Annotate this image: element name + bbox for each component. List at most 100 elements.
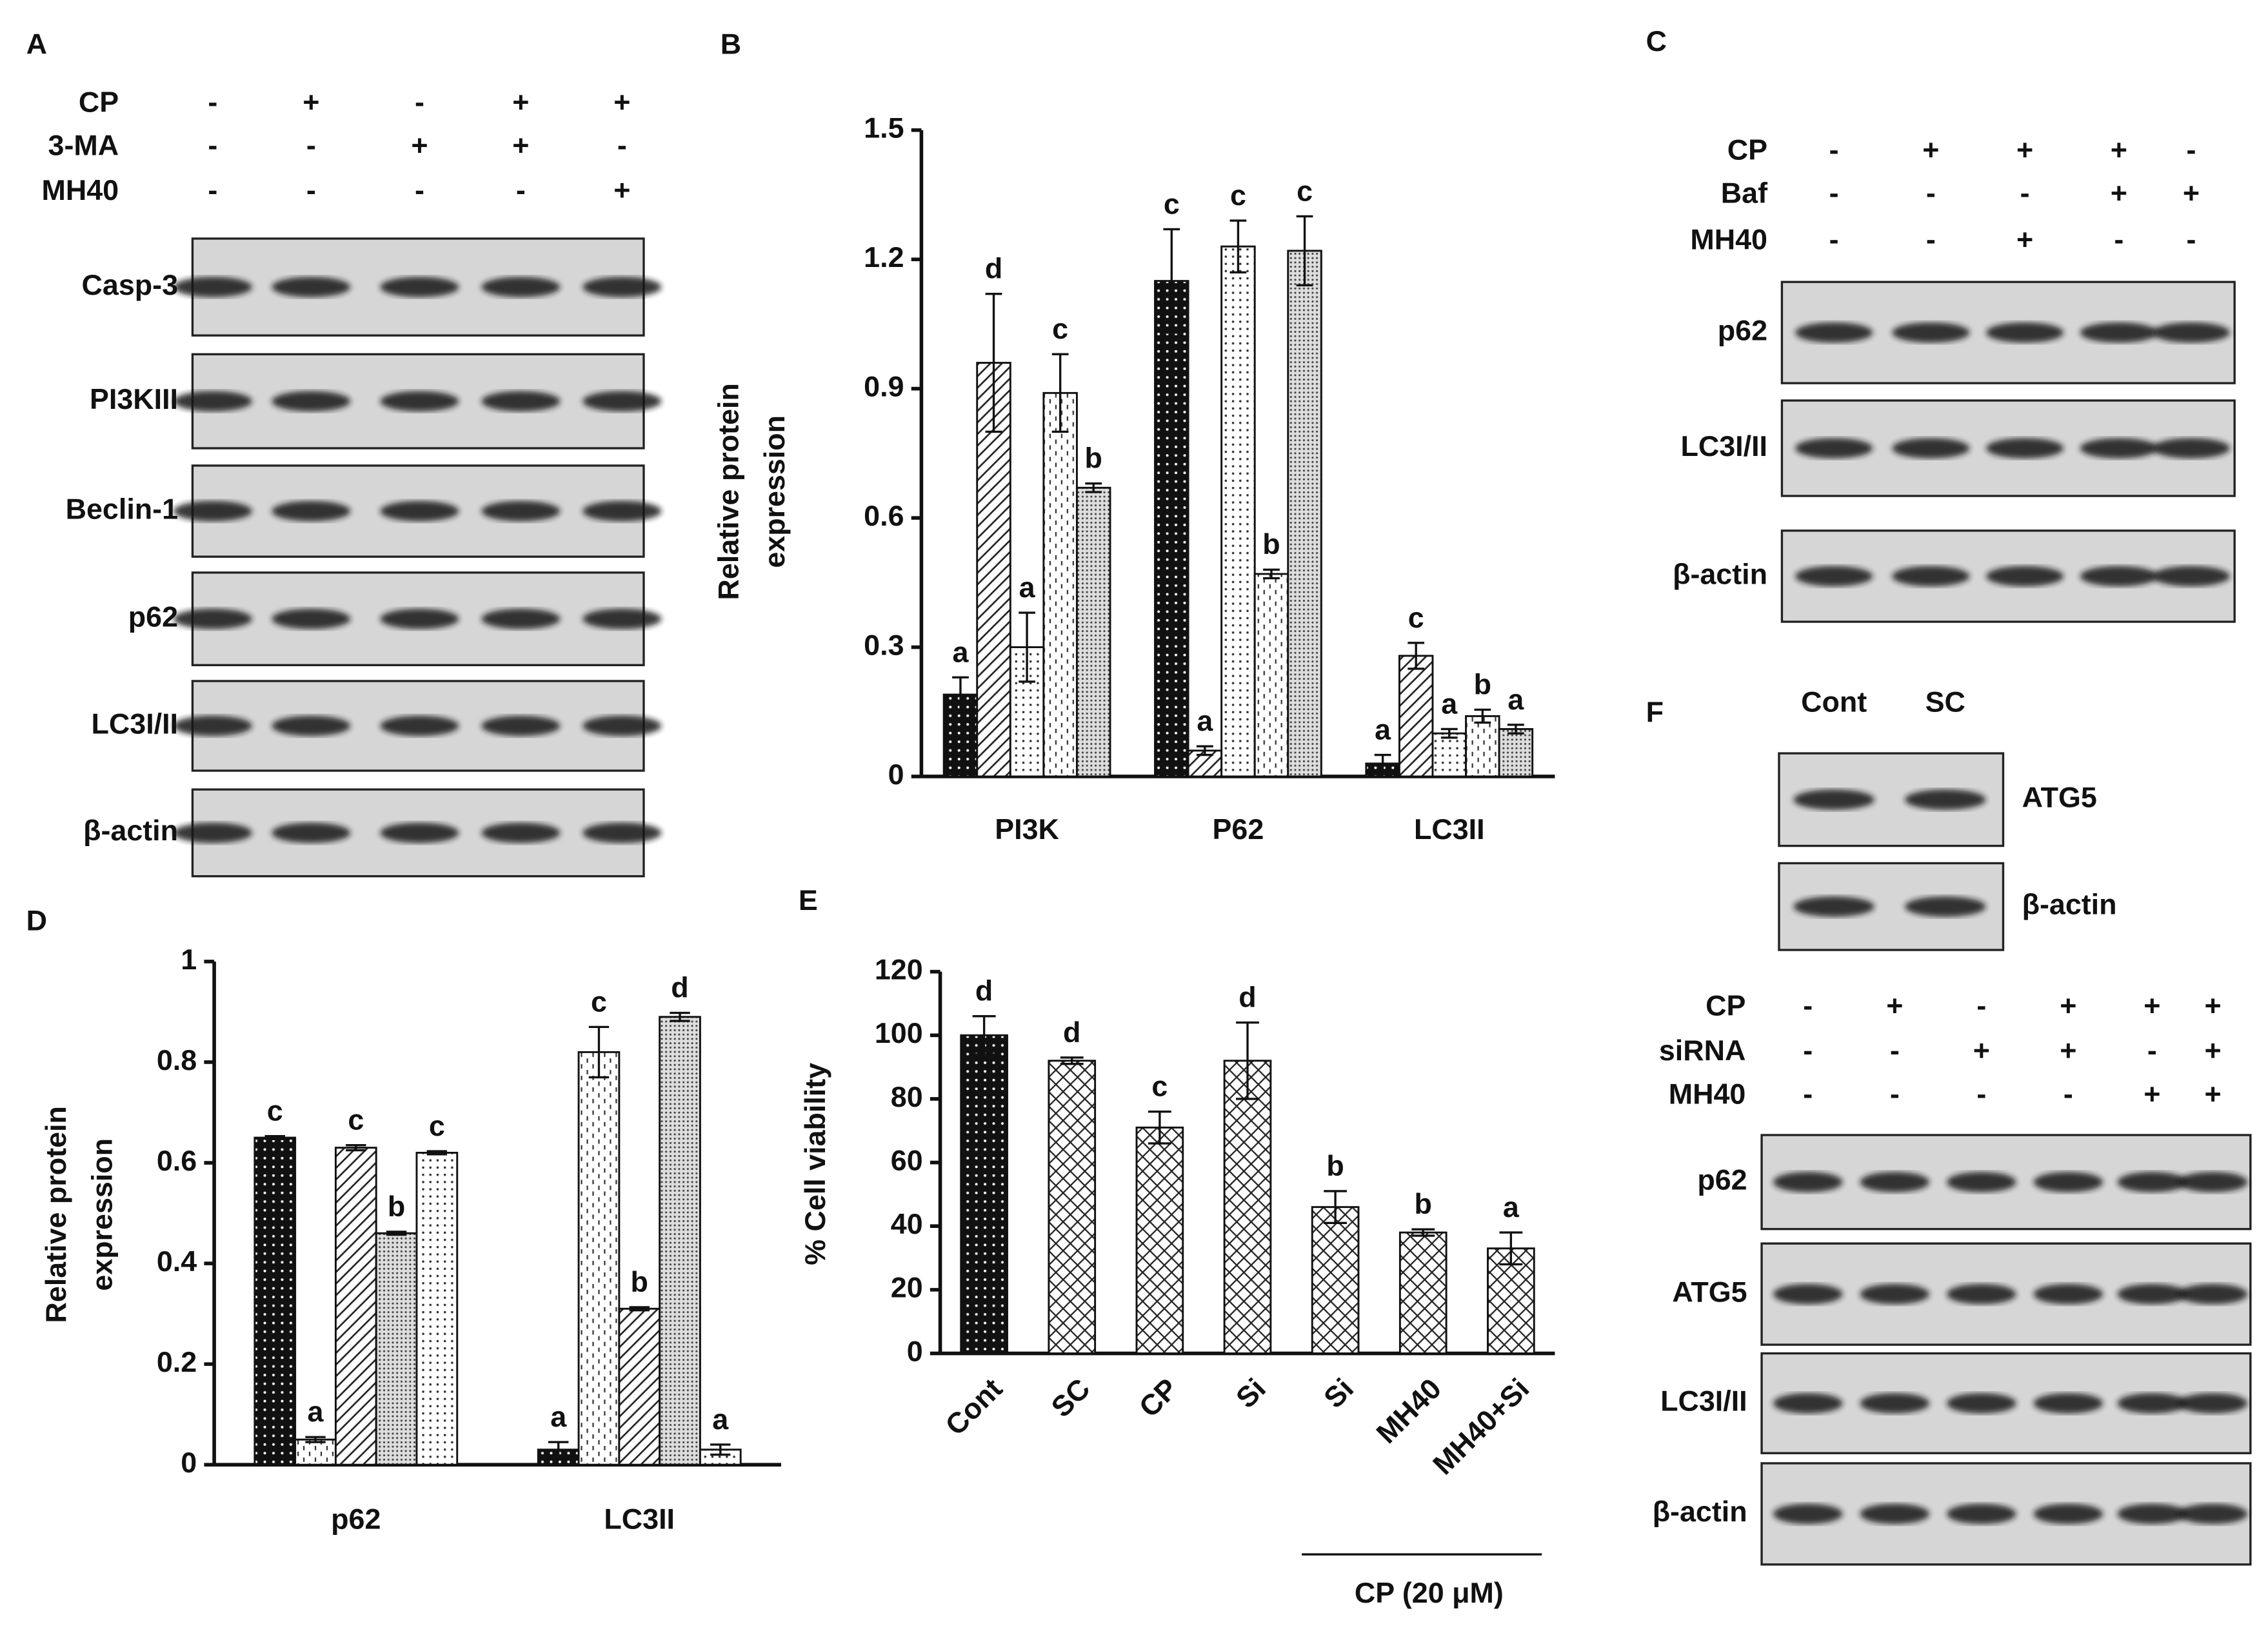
y-tick-label: 0 (907, 1334, 923, 1367)
panel-letter: E (799, 884, 818, 916)
condition-sign: + (411, 129, 428, 162)
error-bar (710, 1443, 731, 1456)
error-bar (1499, 1231, 1523, 1266)
band-label: LC3I/II (1660, 1385, 1747, 1418)
blot-band (2178, 1393, 2248, 1414)
blot-band (380, 277, 459, 297)
bar (1287, 250, 1322, 778)
significance-label: d (1238, 981, 1256, 1014)
condition-sign: - (617, 129, 627, 162)
condition-sign: + (2144, 1077, 2160, 1110)
x-tick-label: P62 (1213, 813, 1264, 845)
y-tick-label: 60 (891, 1143, 923, 1176)
blot-band (272, 500, 351, 522)
condition-sign: + (2060, 1034, 2076, 1067)
condition-sign: - (2020, 177, 2030, 210)
blot-band (2033, 1393, 2104, 1414)
bar (1135, 1126, 1184, 1354)
y-tick-label: 0.3 (864, 628, 904, 661)
x-tick-label: Si (1317, 1372, 1360, 1414)
bar (1465, 715, 1500, 778)
blot-band (582, 822, 662, 844)
band-label: β-actin (1653, 1495, 1747, 1528)
blot-band (1795, 438, 1873, 459)
significance-label: c (1151, 1070, 1168, 1103)
y-tick-label: 0.6 (157, 1144, 197, 1177)
y-tick-label: 20 (891, 1271, 923, 1304)
blot-band (272, 822, 351, 844)
bar (1398, 655, 1434, 778)
blot-band (1985, 438, 2064, 459)
error-bar (1263, 568, 1280, 580)
y-tick-label: 1 (181, 943, 197, 976)
bar (1223, 1060, 1272, 1354)
condition-sign: - (516, 173, 526, 206)
blot-band (173, 715, 252, 736)
x-tick-label: MH40 (1369, 1372, 1447, 1450)
error-bar (1196, 745, 1213, 756)
blot-band (1773, 1172, 1843, 1192)
condition-sign: - (1976, 1077, 1986, 1110)
blot-band (2080, 566, 2158, 587)
blot-band (481, 500, 561, 522)
condition-sign: - (1803, 1077, 1813, 1110)
blot-band (1947, 1503, 2016, 1525)
bar (1431, 732, 1467, 778)
condition-sign: + (613, 173, 630, 206)
error-bar (1051, 353, 1069, 433)
bar (1075, 486, 1111, 778)
condition-sign: + (512, 129, 529, 162)
error-bar (1507, 724, 1524, 735)
blot-band (1947, 1393, 2016, 1414)
significance-label: a (1441, 687, 1458, 720)
significance-label: c (1297, 174, 1313, 207)
condition-sign: - (1829, 133, 1839, 166)
condition-sign: + (613, 85, 630, 118)
condition-sign: - (415, 173, 424, 206)
blot-band (1985, 322, 2064, 343)
significance-label: c (591, 985, 607, 1018)
blot-band (1947, 1172, 2016, 1192)
bar (294, 1438, 337, 1466)
significance-label: c (348, 1103, 364, 1136)
blot-band (2033, 1283, 2104, 1305)
x-tick-label: Si (1229, 1372, 1272, 1414)
panel-letter: F (1646, 695, 1664, 728)
condition-sign: - (208, 173, 217, 206)
significance-label: d (975, 974, 993, 1007)
condition-sign: - (2064, 1077, 2073, 1110)
band-label: p62 (1718, 314, 1767, 347)
band-label: β-actin (83, 814, 178, 847)
condition-sign: - (1926, 222, 1936, 255)
significance-label: b (1474, 667, 1491, 700)
y-axis-label: expression (86, 1138, 119, 1291)
blot-band (1860, 1393, 1930, 1414)
blot-band (2117, 1172, 2187, 1192)
blot-band (173, 277, 252, 297)
blot-band (1904, 789, 1986, 810)
error-bar (305, 1436, 326, 1443)
blot-band (582, 608, 662, 629)
significance-label: c (1052, 312, 1068, 345)
blot-band (380, 500, 459, 522)
condition-sign: + (1922, 133, 1939, 166)
bar (1398, 1231, 1447, 1354)
x-tick-label: CP (1133, 1372, 1184, 1423)
blot-band (1773, 1503, 1843, 1525)
error-bar (1019, 611, 1035, 683)
condition-sign: + (512, 85, 529, 118)
blot-band (2033, 1172, 2104, 1192)
bar (375, 1232, 418, 1466)
blot-band (2117, 1283, 2187, 1305)
condition-label: CP (1727, 133, 1767, 166)
condition-label: siRNA (1659, 1034, 1746, 1067)
condition-label: 3-MA (48, 129, 119, 162)
group-label: CP (20 μM) (1355, 1576, 1504, 1609)
x-tick-label: PI3K (995, 813, 1059, 845)
condition-label: CP (79, 85, 119, 118)
blot-band (380, 822, 459, 844)
y-tick-label: 0.6 (864, 499, 904, 532)
significance-label: b (631, 1265, 648, 1298)
blot-band (2152, 438, 2231, 459)
